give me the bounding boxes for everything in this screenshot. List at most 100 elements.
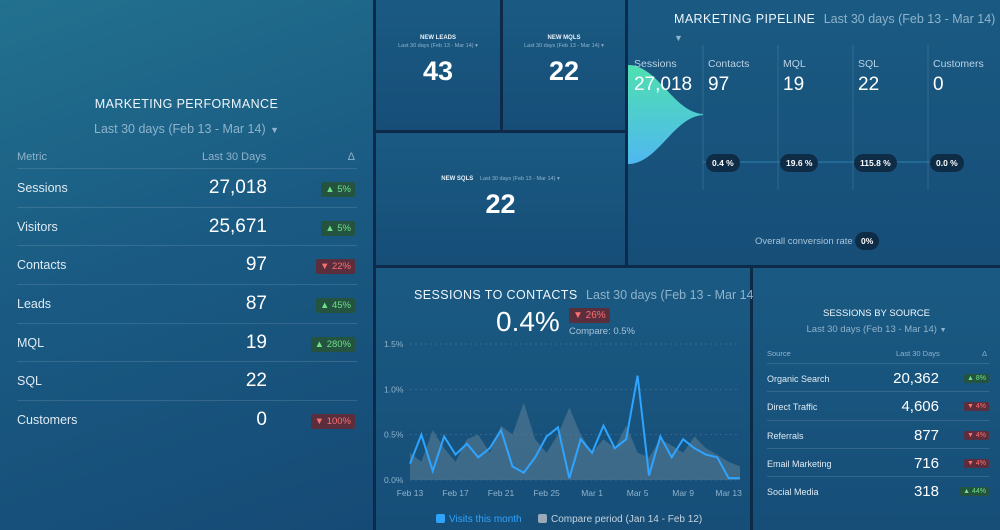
metric-name: Leads xyxy=(17,297,52,312)
table-row: Organic Search 20,362 ▲ 8% xyxy=(767,363,989,391)
delta-badge: ▲ 5% xyxy=(321,220,355,236)
delta-badge: ▲ 280% xyxy=(310,336,355,352)
metric-value: 25,671 xyxy=(208,215,267,237)
x-tick-label: Mar 13 xyxy=(715,488,742,498)
table-row: Visitors 25,671 ▲ 5% xyxy=(17,206,357,246)
marketing-performance-panel: MARKETING PERFORMANCE Last 30 days (Feb … xyxy=(0,0,373,530)
chevron-down-icon: ▼ xyxy=(270,125,279,135)
metric-name: Contacts xyxy=(17,258,67,273)
metric-value: 22 xyxy=(245,370,267,392)
delta-badge: ▼ 4% xyxy=(964,402,989,412)
x-tick-label: Mar 9 xyxy=(672,488,694,498)
y-tick-label: 0.5% xyxy=(384,430,404,440)
new-leads-period[interactable]: Last 30 days (Feb 13 - Mar 14) ▾ xyxy=(398,43,478,49)
source-name: Direct Traffic xyxy=(767,402,818,413)
pipeline-period[interactable]: Last 30 days (Feb 13 - Mar 14) xyxy=(823,12,996,26)
metric-value: 19 xyxy=(245,331,267,353)
pipeline-title: MARKETING PIPELINE xyxy=(674,12,816,26)
new-sqls-tile[interactable]: NEW SQLS Last 30 days (Feb 13 - Mar 14) … xyxy=(376,133,625,265)
table-row: MQL 19 ▲ 280% xyxy=(17,322,357,362)
x-tick-label: Feb 25 xyxy=(533,488,560,498)
s2c-period[interactable]: Last 30 days (Feb 13 - Mar 14) xyxy=(586,288,758,302)
delta-badge: ▼ 22% xyxy=(315,259,355,275)
column-delta: Δ xyxy=(347,151,355,163)
column-metric: Metric xyxy=(17,151,47,163)
funnel-shape xyxy=(628,65,703,164)
metric-name: SQL xyxy=(17,374,43,389)
metric-value: 27,018 xyxy=(208,177,267,198)
metric-name: Visitors xyxy=(17,219,58,234)
s2c-title: SESSIONS TO CONTACTS xyxy=(414,288,578,302)
source-period-selector[interactable]: Last 30 days (Feb 13 - Mar 14) ▼ xyxy=(806,324,947,335)
performance-period: Last 30 days (Feb 13 - Mar 14) xyxy=(94,122,266,136)
stage-contacts: Contacts 97 xyxy=(708,58,750,95)
new-sqls-period[interactable]: Last 30 days (Feb 13 - Mar 14) ▾ xyxy=(479,176,560,182)
s2c-value: 0.4% xyxy=(496,306,560,337)
metric-value: 87 xyxy=(245,293,267,315)
performance-period-selector[interactable]: Last 30 days (Feb 13 - Mar 14) ▼ xyxy=(0,120,373,138)
source-name: Social Media xyxy=(767,487,819,498)
metric-name: Customers xyxy=(17,413,78,428)
pipeline-header: MARKETING PIPELINE Last 30 days (Feb 13 … xyxy=(674,10,1000,46)
performance-table: Sessions 27,018 ▲ 5% Visitors 25,671 ▲ 5% Cont… xyxy=(17,168,357,439)
x-tick-label: Mar 5 xyxy=(627,488,649,498)
source-value: 4,606 xyxy=(901,398,939,416)
sessions-to-contacts-panel: SESSIONS TO CONTACTS Last 30 days (Feb 1… xyxy=(376,268,771,530)
overall-conversion-label: Overall conversion rate xyxy=(755,236,853,247)
checkbox-checked-icon[interactable] xyxy=(436,514,445,523)
source-value: 716 xyxy=(913,454,939,472)
table-row: Direct Traffic 4,606 ▼ 4% xyxy=(767,391,989,419)
x-tick-label: Feb 13 xyxy=(397,488,424,498)
s2c-compare: Compare: 0.5% xyxy=(569,326,636,337)
source-name: Organic Search xyxy=(767,374,830,384)
pipeline-funnel xyxy=(628,45,958,190)
metric-value: 97 xyxy=(245,254,267,276)
column-source: Source xyxy=(767,349,791,358)
column-delta: Δ xyxy=(981,349,987,358)
new-leads-tile[interactable]: NEW LEADS Last 30 days (Feb 13 - Mar 14)… xyxy=(376,0,500,130)
chevron-down-icon: ▼ xyxy=(939,327,947,334)
stage-sessions: Sessions 27,018 xyxy=(634,58,693,95)
checkbox-checked-icon[interactable] xyxy=(538,514,547,523)
table-row: SQL 22 xyxy=(17,361,357,400)
table-row: Leads 87 ▲ 45% xyxy=(17,284,357,323)
rate-pill: 0.0 % xyxy=(930,154,964,172)
column-value: Last 30 Days xyxy=(202,151,267,163)
legend-current[interactable]: Visits this month xyxy=(436,514,522,525)
x-tick-label: Mar 1 xyxy=(581,488,603,498)
delta-badge: ▼ 4% xyxy=(964,458,989,468)
source-value: 877 xyxy=(913,426,939,444)
legend-compare[interactable]: Compare period (Jan 14 - Feb 12) xyxy=(538,514,702,525)
delta-badge: ▲ 8% xyxy=(964,374,989,383)
new-sqls-value: 22 xyxy=(485,189,516,219)
delta-badge: ▲ 5% xyxy=(321,182,355,197)
compare-series-area xyxy=(410,402,740,480)
s2c-header: SESSIONS TO CONTACTS Last 30 days (Feb 1… xyxy=(414,286,771,304)
delta-badge: ▲ 45% xyxy=(315,298,355,314)
source-name: Referrals xyxy=(767,430,804,441)
new-mqls-period[interactable]: Last 30 days (Feb 13 - Mar 14) ▾ xyxy=(524,43,604,49)
new-mqls-tile[interactable]: NEW MQLS Last 30 days (Feb 13 - Mar 14) … xyxy=(503,0,625,130)
sessions-by-source-panel: SESSIONS BY SOURCE Last 30 days (Feb 13 … xyxy=(753,268,1000,530)
s2c-line-chart[interactable]: 0.0% 0.5% 1.0% 1.5% Feb 13 Feb 17 Feb 21 Feb 25… xyxy=(376,338,750,508)
metric-name: MQL xyxy=(17,335,45,350)
source-value: 20,362 xyxy=(893,370,939,387)
x-tick-label: Feb 21 xyxy=(488,488,515,498)
rate-pill: 19.6 % xyxy=(780,154,819,172)
column-value: Last 30 Days xyxy=(896,349,940,358)
table-row: Sessions 27,018 ▲ 5% xyxy=(17,168,357,207)
metric-value: 0 xyxy=(256,409,267,431)
stage-customers: Customers 0 xyxy=(933,58,984,95)
delta-badge: ▼ 100% xyxy=(310,414,355,430)
table-row: Customers 0 ▼ 100% xyxy=(17,400,357,439)
table-row: Social Media 318 ▲ 44% xyxy=(767,476,989,504)
delta-badge: ▼ 4% xyxy=(964,430,989,440)
chevron-down-icon[interactable]: ▼ xyxy=(674,33,683,43)
rate-pill: 115.8 % xyxy=(854,154,897,172)
y-tick-label: 1.5% xyxy=(384,339,404,349)
source-title: SESSIONS BY SOURCE xyxy=(823,308,930,319)
overall-conversion-value: 0% xyxy=(855,232,880,250)
stage-mql: MQL 19 xyxy=(783,58,806,95)
s2c-delta-badge: ▼ 26% xyxy=(569,308,610,323)
source-name: Email Marketing xyxy=(767,458,832,469)
